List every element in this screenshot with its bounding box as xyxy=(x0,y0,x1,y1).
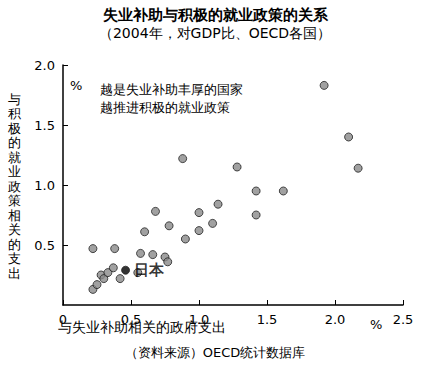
svg-text:1.5: 1.5 xyxy=(257,312,278,327)
svg-text:%: % xyxy=(370,317,382,332)
svg-text:支: 支 xyxy=(8,251,21,266)
svg-text:%: % xyxy=(70,78,82,93)
svg-text:2.0: 2.0 xyxy=(325,312,346,327)
svg-text:（资料来源）OECD统计数据库: （资料来源）OECD统计数据库 xyxy=(125,345,306,360)
svg-text:关: 关 xyxy=(8,222,21,237)
svg-text:1.5: 1.5 xyxy=(34,118,55,133)
svg-text:的: 的 xyxy=(8,135,21,150)
svg-text:相: 相 xyxy=(8,208,21,223)
svg-text:的: 的 xyxy=(8,237,21,252)
svg-text:与失业补助相关的政府支出: 与失业补助相关的政府支出 xyxy=(58,319,226,335)
svg-text:出: 出 xyxy=(8,266,21,281)
svg-text:1.0: 1.0 xyxy=(34,178,55,193)
svg-text:与: 与 xyxy=(8,92,21,107)
svg-text:极: 极 xyxy=(7,121,21,136)
svg-text:0: 0 xyxy=(59,312,67,327)
svg-text:失业补助与积极的就业政策的关系: 失业补助与积极的就业政策的关系 xyxy=(103,6,329,24)
svg-text:2.5: 2.5 xyxy=(393,312,414,327)
svg-text:2.0: 2.0 xyxy=(34,58,55,73)
svg-text:越是失业补助丰厚的国家: 越是失业补助丰厚的国家 xyxy=(100,82,243,97)
svg-text:0.5: 0.5 xyxy=(121,312,142,327)
svg-text:积: 积 xyxy=(8,106,21,121)
svg-text:1.0: 1.0 xyxy=(189,312,210,327)
svg-text:政: 政 xyxy=(8,179,21,194)
svg-text:0.5: 0.5 xyxy=(34,238,55,253)
svg-text:策: 策 xyxy=(8,193,21,208)
svg-text:业: 业 xyxy=(8,164,21,179)
svg-text:日本: 日本 xyxy=(134,261,165,279)
svg-text:就: 就 xyxy=(8,150,21,165)
svg-text:（2004年，对GDP比、OECD各国）: （2004年，对GDP比、OECD各国） xyxy=(99,25,331,41)
svg-text:越推进积极的就业政策: 越推进积极的就业政策 xyxy=(100,100,230,115)
